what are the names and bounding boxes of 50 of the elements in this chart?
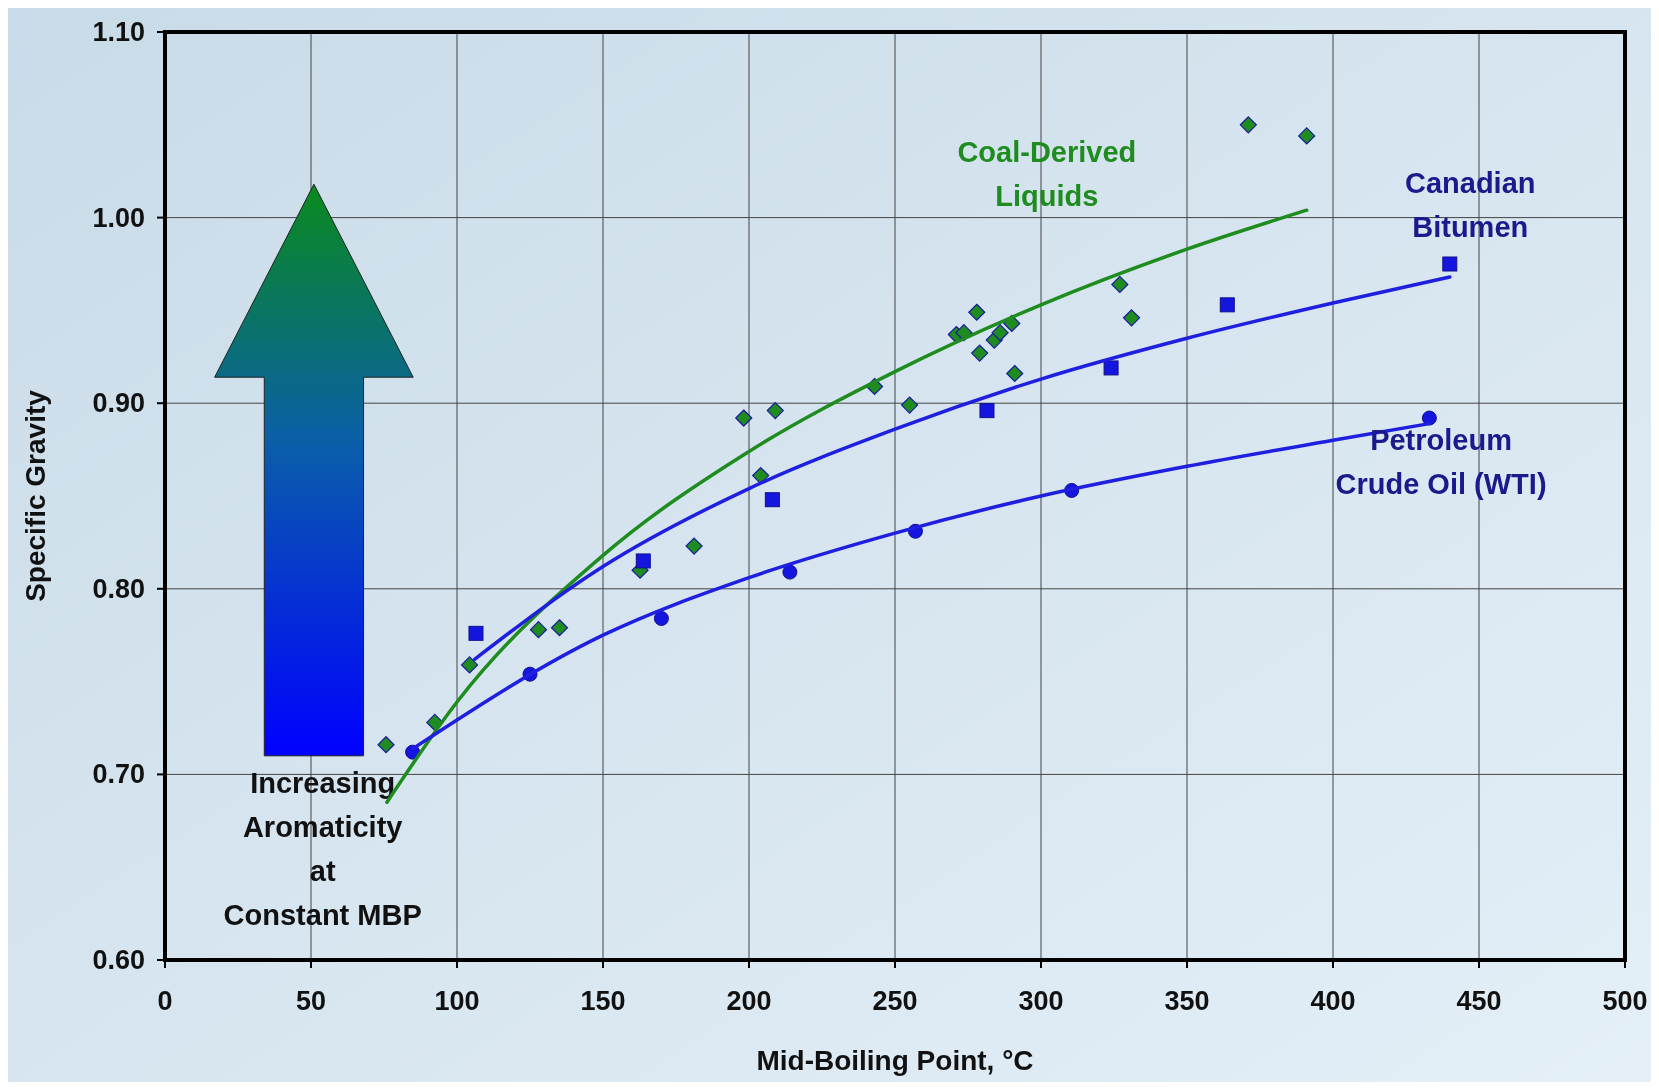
x-tick-label: 200 [726, 986, 772, 1016]
text: Coal-Derived Liquids [957, 135, 1137, 212]
x-axis-title: Mid-Boiling Point, °C [756, 1045, 1034, 1076]
y-tick-label: 0.90 [92, 388, 145, 419]
point [1442, 256, 1458, 272]
point [764, 492, 780, 508]
x-tick-label: 300 [1018, 986, 1064, 1016]
point [782, 564, 798, 580]
y-tick-label: 0.60 [92, 945, 145, 975]
point [1103, 360, 1119, 376]
point [635, 553, 651, 569]
point [377, 736, 395, 754]
x-tick-label: 250 [872, 986, 918, 1016]
x-tick-label: 50 [295, 986, 327, 1016]
x-tick-label: 350 [1164, 986, 1210, 1016]
point [1122, 309, 1141, 327]
series-label: Petroleum Crude Oil (WTI) [1335, 423, 1547, 500]
x-tick-label: 400 [1310, 986, 1356, 1016]
annotation: Increasing Aromaticity at Constant MBP [223, 766, 422, 931]
y-axis-title: Specific Gravity [20, 389, 51, 602]
point [685, 537, 703, 555]
point [1298, 127, 1316, 145]
point [1239, 116, 1257, 134]
x-tick-label: 100 [434, 986, 480, 1016]
x-tick-label: 150 [580, 986, 626, 1016]
point [901, 396, 919, 414]
y-tick-label: 1.00 [92, 202, 145, 233]
point [550, 619, 569, 637]
series-label: Canadian Bitumen [1404, 167, 1536, 244]
point [460, 656, 479, 674]
point [968, 303, 986, 321]
point [979, 403, 995, 419]
point [1006, 364, 1024, 383]
point [1219, 297, 1235, 313]
point [1111, 275, 1129, 294]
point [468, 625, 484, 641]
y-tick-label: 0.70 [92, 759, 145, 790]
x-tick-label: 500 [1602, 986, 1648, 1016]
x-tick-label: 450 [1456, 986, 1502, 1016]
point [529, 621, 548, 639]
y-tick-label: 1.10 [92, 17, 145, 47]
x-tick-label: 0 [157, 986, 173, 1016]
point [1421, 410, 1437, 426]
point [653, 611, 669, 626]
point [752, 466, 770, 485]
point [991, 324, 1009, 342]
y-tick-label: 0.80 [92, 573, 145, 604]
point [766, 402, 784, 420]
point [735, 409, 753, 427]
point [971, 344, 989, 362]
